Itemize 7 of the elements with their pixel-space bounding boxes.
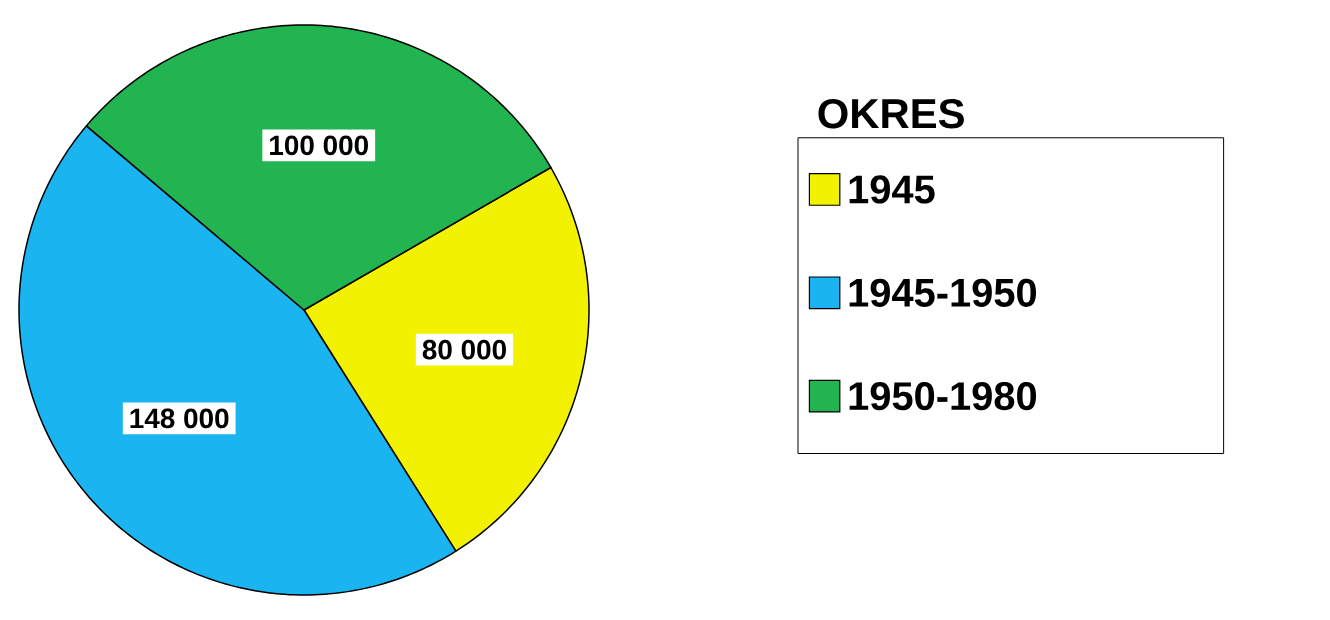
- legend-label: 1945-1950: [849, 278, 1037, 307]
- data-label: 80 000: [422, 339, 506, 360]
- data-label: 100 000: [270, 135, 368, 156]
- legend-label: 1950-1980: [849, 382, 1037, 411]
- legend-label: 1945: [849, 175, 935, 204]
- data-label: 148 000: [130, 408, 229, 429]
- legend-title: OKRES: [818, 98, 964, 129]
